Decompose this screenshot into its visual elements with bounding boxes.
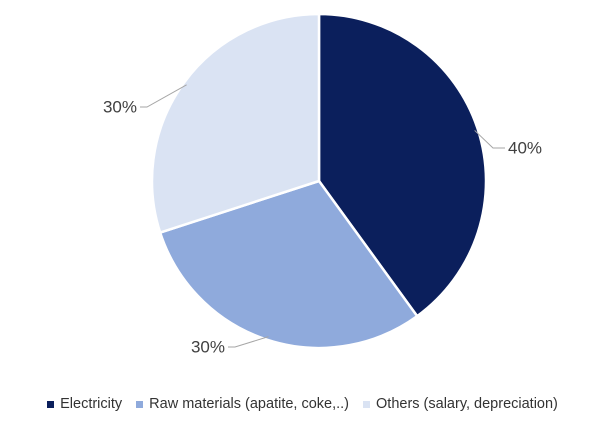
legend-swatch-others [363,400,371,408]
legend: Electricity Raw materials (apatite, coke… [0,396,605,412]
legend-label-others: Others (salary, depreciation) [376,396,558,412]
legend-item-electricity: Electricity [47,396,122,412]
legend-item-others: Others (salary, depreciation) [363,396,558,412]
pie-slice-others [150,12,321,234]
data-labels: 40% 30% 30% [103,98,542,357]
data-label-electricity: 40% [508,139,542,158]
pie-slice-raw-materials [158,179,419,350]
leader-lines [140,84,505,348]
data-label-raw-materials: 30% [191,338,225,357]
data-label-others: 30% [103,98,137,117]
leader-line-others [140,84,187,108]
leader-line-electricity [474,130,505,149]
legend-swatch-electricity [47,400,55,408]
legend-swatch-raw-materials [136,400,144,408]
legend-label-raw-materials: Raw materials (apatite, coke,..) [149,396,350,412]
legend-item-raw-materials: Raw materials (apatite, coke,..) [136,396,349,412]
legend-label-electricity: Electricity [60,396,123,412]
leader-line-raw-materials [228,336,269,348]
pie-slices [150,12,488,350]
pie-slice-electricity [317,12,488,318]
